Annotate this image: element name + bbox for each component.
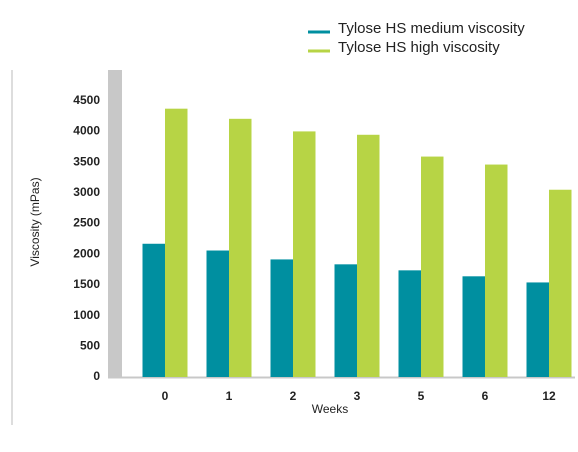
bar	[165, 108, 188, 377]
bar	[421, 156, 444, 377]
y-tick-label: 3500	[73, 154, 100, 168]
bar	[357, 134, 380, 377]
x-tick-label: 2	[290, 389, 297, 403]
y-tick-label: 500	[80, 338, 100, 352]
y-axis-label: Viscosity (mPas)	[28, 177, 42, 266]
x-tick-label: 0	[162, 389, 169, 403]
y-tick-label: 1000	[73, 308, 100, 322]
x-tick-label: 12	[542, 389, 556, 403]
bar	[206, 250, 229, 377]
axis-band	[108, 70, 122, 377]
x-tick-label: 1	[226, 389, 233, 403]
y-tick-label: 0	[93, 369, 100, 383]
bar	[398, 270, 421, 377]
bar	[229, 118, 252, 378]
y-tick-label: 1500	[73, 277, 100, 291]
x-axis-label: Weeks	[312, 402, 348, 416]
bar	[526, 282, 549, 377]
y-tick-label: 2500	[73, 216, 100, 230]
legend-label: Tylose HS medium viscosity	[338, 20, 525, 37]
x-tick-label: 3	[354, 389, 361, 403]
y-tick-label: 4000	[73, 124, 100, 138]
x-tick-label: 5	[418, 389, 425, 403]
y-tick-label: 4500	[73, 93, 100, 107]
bar	[293, 131, 316, 377]
legend-label: Tylose HS high viscosity	[338, 39, 500, 56]
x-tick-label: 6	[482, 389, 489, 403]
bar	[485, 164, 508, 377]
y-tick-label: 2000	[73, 246, 100, 260]
bar	[462, 276, 485, 377]
bar	[549, 189, 572, 377]
y-tick-label: 3000	[73, 185, 100, 199]
bar	[142, 243, 165, 377]
bar	[334, 264, 357, 377]
bar	[270, 259, 293, 377]
